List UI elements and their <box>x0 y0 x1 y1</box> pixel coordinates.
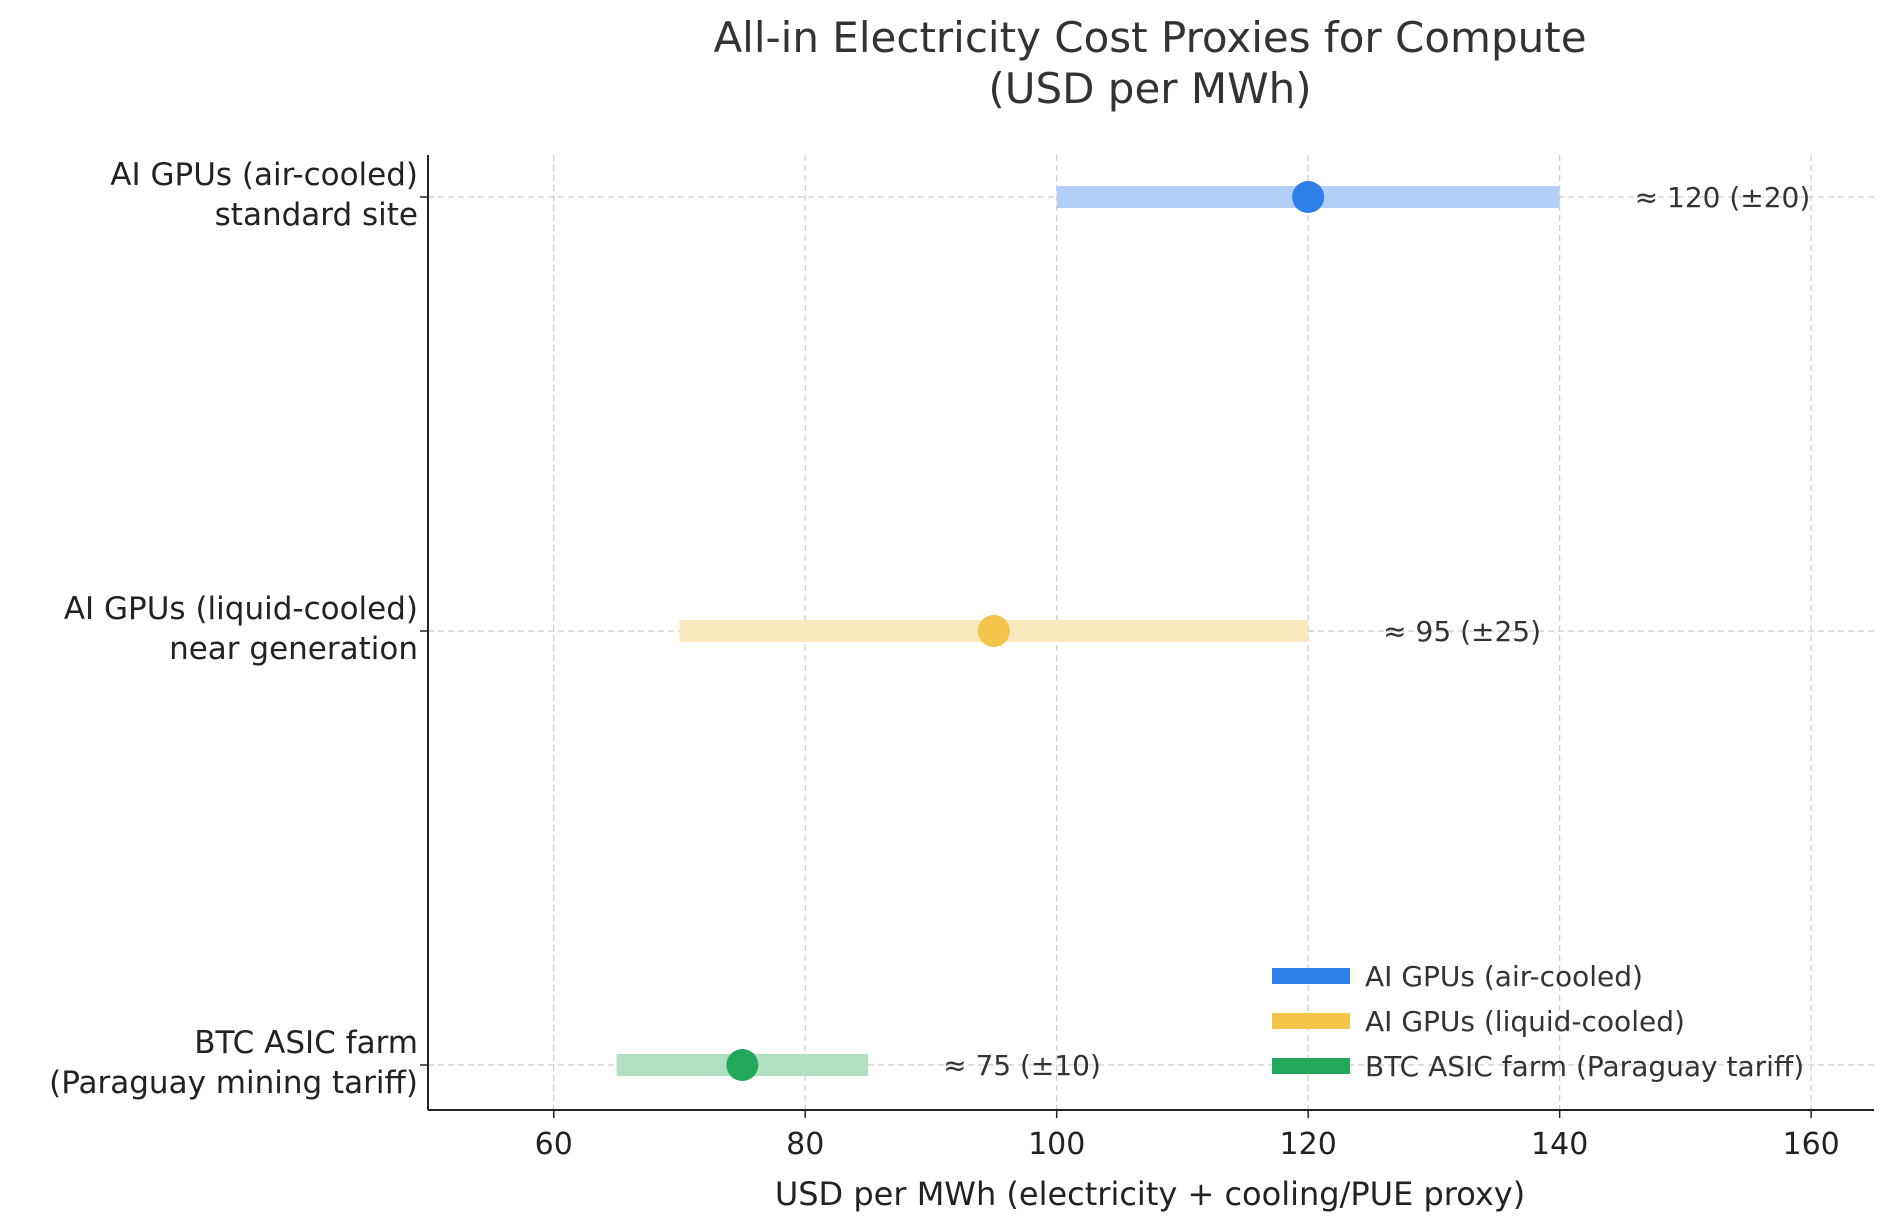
x-tick-label: 60 <box>535 1127 573 1162</box>
chart-title: All-in Electricity Cost Proxies for Comp… <box>713 13 1586 113</box>
y-category-label: standard site <box>215 197 418 233</box>
value-label: ≈ 120 (±20) <box>1635 181 1811 214</box>
y-category-label: AI GPUs (air-cooled) <box>110 157 418 193</box>
legend-swatch <box>1272 968 1350 984</box>
legend-label: BTC ASIC farm (Paraguay tariff) <box>1365 1050 1804 1083</box>
center-points <box>726 181 1325 1081</box>
y-category-label: near generation <box>169 631 418 667</box>
center-point <box>977 615 1010 647</box>
y-category-label: AI GPUs (liquid-cooled) <box>64 591 418 627</box>
value-label: ≈ 75 (±10) <box>943 1049 1101 1082</box>
x-axis-label: USD per MWh (electricity + cooling/PUE p… <box>775 1175 1525 1213</box>
center-point <box>726 1049 759 1081</box>
x-ticks: 60 80 100 120 140 160 <box>535 1110 1840 1162</box>
y-category-labels: AI GPUs (air-cooled) standard site AI GPUs… <box>49 157 428 1101</box>
legend-swatch <box>1272 1058 1350 1074</box>
x-tick-label: 160 <box>1782 1127 1839 1162</box>
x-tick-label: 100 <box>1028 1127 1085 1162</box>
legend-label: AI GPUs (liquid-cooled) <box>1365 1005 1685 1038</box>
legend-label: AI GPUs (air-cooled) <box>1365 960 1643 993</box>
center-point <box>1292 181 1325 213</box>
value-labels: ≈ 120 (±20) ≈ 95 (±25) ≈ 75 (±10) <box>943 181 1810 1082</box>
chart-title-line-1: All-in Electricity Cost Proxies for Comp… <box>713 13 1586 62</box>
x-tick-label: 80 <box>786 1127 824 1162</box>
legend: AI GPUs (air-cooled) AI GPUs (liquid-cool… <box>1272 960 1804 1083</box>
y-category-label: BTC ASIC farm <box>194 1025 418 1061</box>
axes <box>427 155 1874 1111</box>
x-tick-label: 120 <box>1280 1127 1337 1162</box>
legend-swatch <box>1272 1013 1350 1029</box>
value-label: ≈ 95 (±25) <box>1383 615 1541 648</box>
chart-title-line-2: (USD per MWh) <box>988 64 1311 113</box>
x-tick-label: 140 <box>1531 1127 1588 1162</box>
y-category-label: (Paraguay mining tariff) <box>49 1065 418 1101</box>
